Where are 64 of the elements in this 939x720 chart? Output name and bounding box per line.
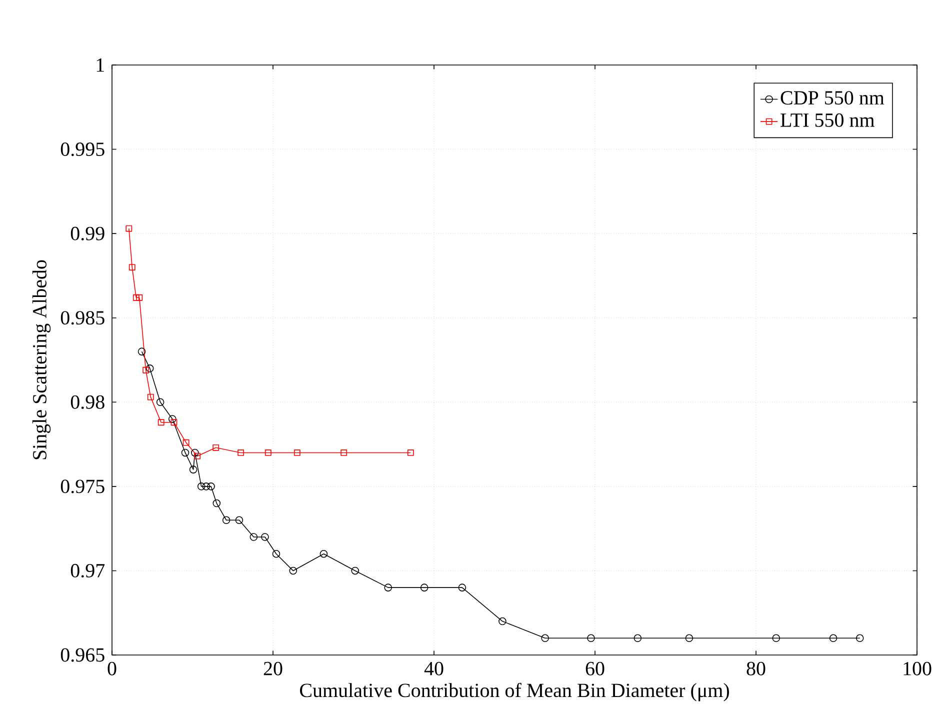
point <box>458 584 466 592</box>
point <box>147 394 154 400</box>
point <box>182 439 190 446</box>
y-tick-label: 0.97 <box>70 564 105 578</box>
legend-label: CDP 550 nm <box>780 91 884 105</box>
point <box>142 366 150 374</box>
point <box>191 448 199 457</box>
point <box>170 419 178 426</box>
point <box>132 294 140 301</box>
y-tick-label: 0.975 <box>60 480 104 494</box>
y-tick-label: 0.995 <box>60 142 104 156</box>
point <box>587 634 595 642</box>
point <box>168 415 176 423</box>
point <box>829 634 838 642</box>
point <box>351 566 360 575</box>
legend-label: LTI 550 nm <box>780 113 874 127</box>
point <box>189 466 198 474</box>
point <box>289 566 298 575</box>
point <box>136 294 143 301</box>
point <box>498 617 506 626</box>
point <box>772 634 780 642</box>
x-axis-title: Cumulative Contribution of Mean Bin Diameter (μm) <box>300 682 729 702</box>
x-tick-label: 80 <box>746 662 766 676</box>
point <box>407 450 414 456</box>
point <box>194 452 201 460</box>
point <box>238 450 244 456</box>
y-tick-label: 0.965 <box>60 648 104 662</box>
point <box>856 634 864 642</box>
point <box>212 444 220 451</box>
point <box>181 448 190 457</box>
point <box>294 450 300 456</box>
point <box>138 348 146 356</box>
y-axis-title: Single Scattering Albedo <box>32 260 51 460</box>
point <box>250 533 258 541</box>
y-tick-label: 0.98 <box>70 395 104 409</box>
point <box>264 450 272 456</box>
x-tick-label: 100 <box>904 662 932 676</box>
point <box>128 264 136 270</box>
point <box>272 550 280 558</box>
x-tick-label: 0 <box>108 662 116 676</box>
x-tick-label: 40 <box>424 662 444 676</box>
point <box>202 482 210 490</box>
point <box>146 364 154 372</box>
y-tick-label: 0.985 <box>60 311 104 325</box>
y-tick-label: 0.99 <box>70 226 104 240</box>
point <box>207 482 215 490</box>
point <box>320 550 328 558</box>
point <box>634 634 642 642</box>
point <box>235 516 244 524</box>
point <box>156 398 164 406</box>
point <box>158 419 164 426</box>
point <box>340 450 348 456</box>
x-tick-label: 60 <box>586 662 604 676</box>
point <box>685 634 694 642</box>
point <box>541 634 549 642</box>
y-tick-label: 1 <box>96 58 104 72</box>
point <box>212 499 221 508</box>
point <box>197 482 206 490</box>
point <box>420 584 428 592</box>
point <box>126 225 132 232</box>
point <box>222 516 230 524</box>
point <box>384 584 392 592</box>
x-tick-label: 20 <box>264 662 282 676</box>
point <box>261 533 269 541</box>
